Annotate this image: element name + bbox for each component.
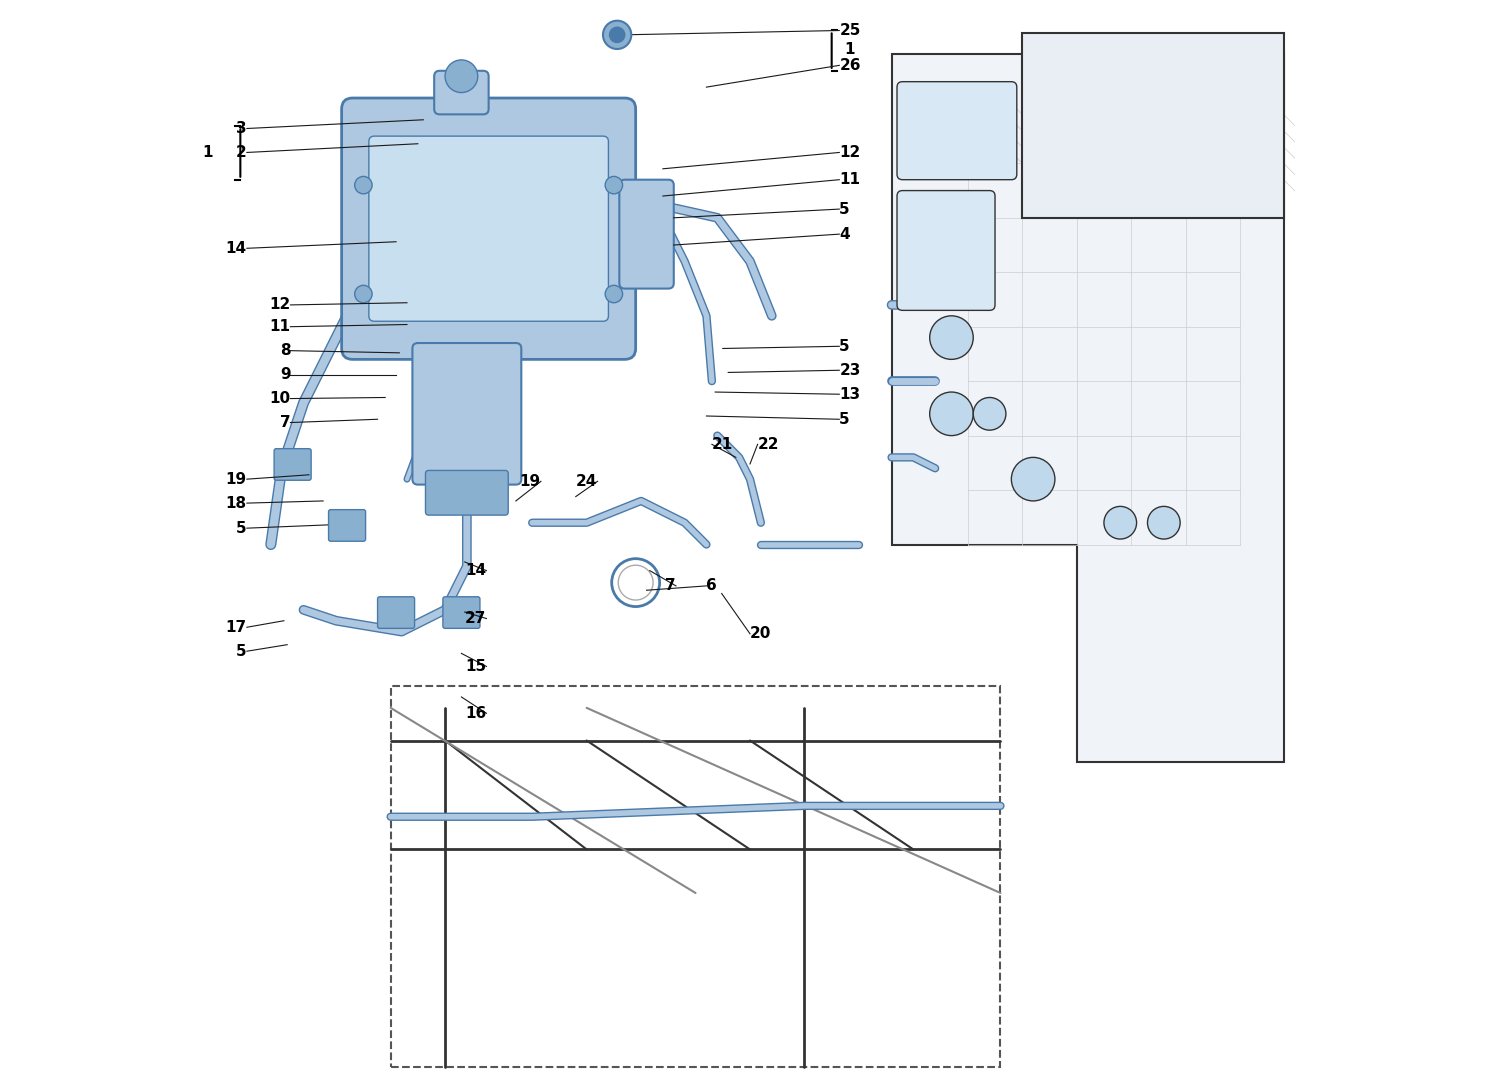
FancyBboxPatch shape [442,597,480,628]
Text: 21: 21 [712,437,734,452]
Circle shape [930,316,974,359]
FancyBboxPatch shape [328,510,366,541]
Text: 19: 19 [226,472,248,487]
PathPatch shape [891,54,1284,762]
Circle shape [1104,506,1137,539]
Circle shape [974,397,1006,430]
Circle shape [604,285,622,303]
Text: 7: 7 [280,415,291,430]
Text: 15: 15 [465,659,486,674]
PathPatch shape [1023,33,1284,218]
Text: 16: 16 [465,706,486,721]
Text: 12: 12 [268,297,291,313]
Text: 13: 13 [840,387,861,402]
Text: 5: 5 [840,412,850,427]
Text: 23: 23 [840,363,861,378]
Text: 18: 18 [226,495,248,511]
FancyBboxPatch shape [413,343,522,485]
Text: 6: 6 [706,578,717,594]
Text: 19: 19 [520,474,542,489]
FancyBboxPatch shape [897,191,995,310]
FancyBboxPatch shape [378,597,414,628]
Text: 24: 24 [576,474,597,489]
Text: 20: 20 [750,626,771,641]
Text: 26: 26 [840,58,861,73]
Text: 25: 25 [840,23,861,38]
Circle shape [609,27,625,42]
FancyBboxPatch shape [620,180,674,289]
Text: 5: 5 [237,521,248,536]
Text: 11: 11 [270,319,291,334]
Text: 5: 5 [237,644,248,659]
Circle shape [604,176,622,194]
Text: 4: 4 [840,227,850,242]
Text: 22: 22 [758,437,778,452]
Circle shape [354,285,372,303]
Text: 14: 14 [226,241,248,256]
Text: 9: 9 [280,367,291,382]
Circle shape [930,392,974,436]
Text: 3: 3 [237,121,248,136]
FancyBboxPatch shape [433,71,489,114]
Text: 7: 7 [666,578,676,594]
Text: 2: 2 [236,145,248,160]
Circle shape [1011,457,1054,501]
Circle shape [446,60,477,93]
FancyBboxPatch shape [426,470,508,515]
Circle shape [354,176,372,194]
Text: 5: 5 [840,201,850,217]
Text: 14: 14 [465,563,486,578]
Circle shape [603,21,632,49]
Text: 10: 10 [270,391,291,406]
FancyBboxPatch shape [342,98,636,359]
Text: 8: 8 [280,343,291,358]
Text: 1: 1 [844,41,855,57]
Text: 11: 11 [840,172,861,187]
Text: 27: 27 [465,611,486,626]
Circle shape [1148,506,1180,539]
Text: 1: 1 [202,145,213,160]
Text: 5: 5 [840,339,850,354]
FancyBboxPatch shape [274,449,310,480]
Bar [390,686,1000,1067]
Text: 17: 17 [226,620,248,635]
Text: 12: 12 [840,145,861,160]
FancyBboxPatch shape [369,136,609,321]
FancyBboxPatch shape [897,82,1017,180]
